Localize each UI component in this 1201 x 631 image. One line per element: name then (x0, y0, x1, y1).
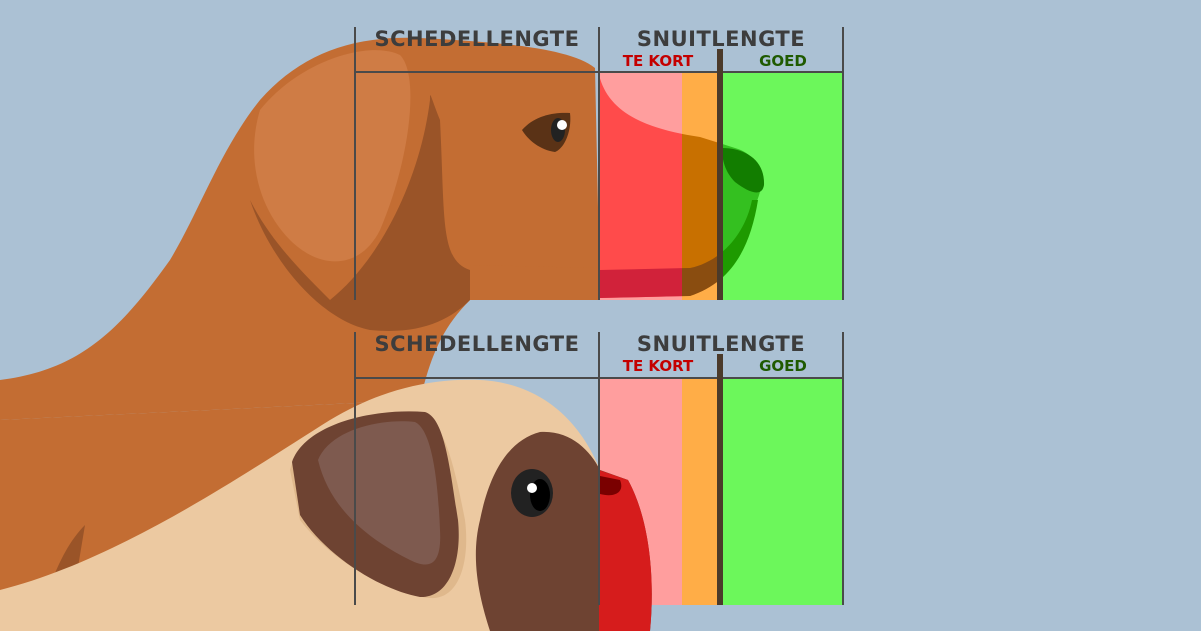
snout-length-label: SNUITLENGTE (636, 27, 806, 51)
threshold-line-top (717, 49, 723, 300)
too-short-label: TE KORT (622, 357, 694, 375)
good-zone (720, 378, 843, 605)
good-label: GOED (759, 52, 807, 70)
skull-length-label: SCHEDELLENGTE (374, 27, 580, 51)
pug (0, 379, 652, 631)
measure-lines (354, 27, 844, 605)
skull-length-label: SCHEDELLENGTE (374, 332, 580, 356)
too-short-label: TE KORT (622, 52, 694, 70)
snout (599, 74, 765, 298)
borderline-zone (682, 378, 720, 605)
threshold-line-bottom (717, 354, 723, 605)
nose (722, 148, 765, 193)
eye (522, 112, 571, 152)
good-label: GOED (759, 357, 807, 375)
snout-length-label: SNUITLENGTE (636, 332, 806, 356)
pug-eye (511, 469, 553, 517)
